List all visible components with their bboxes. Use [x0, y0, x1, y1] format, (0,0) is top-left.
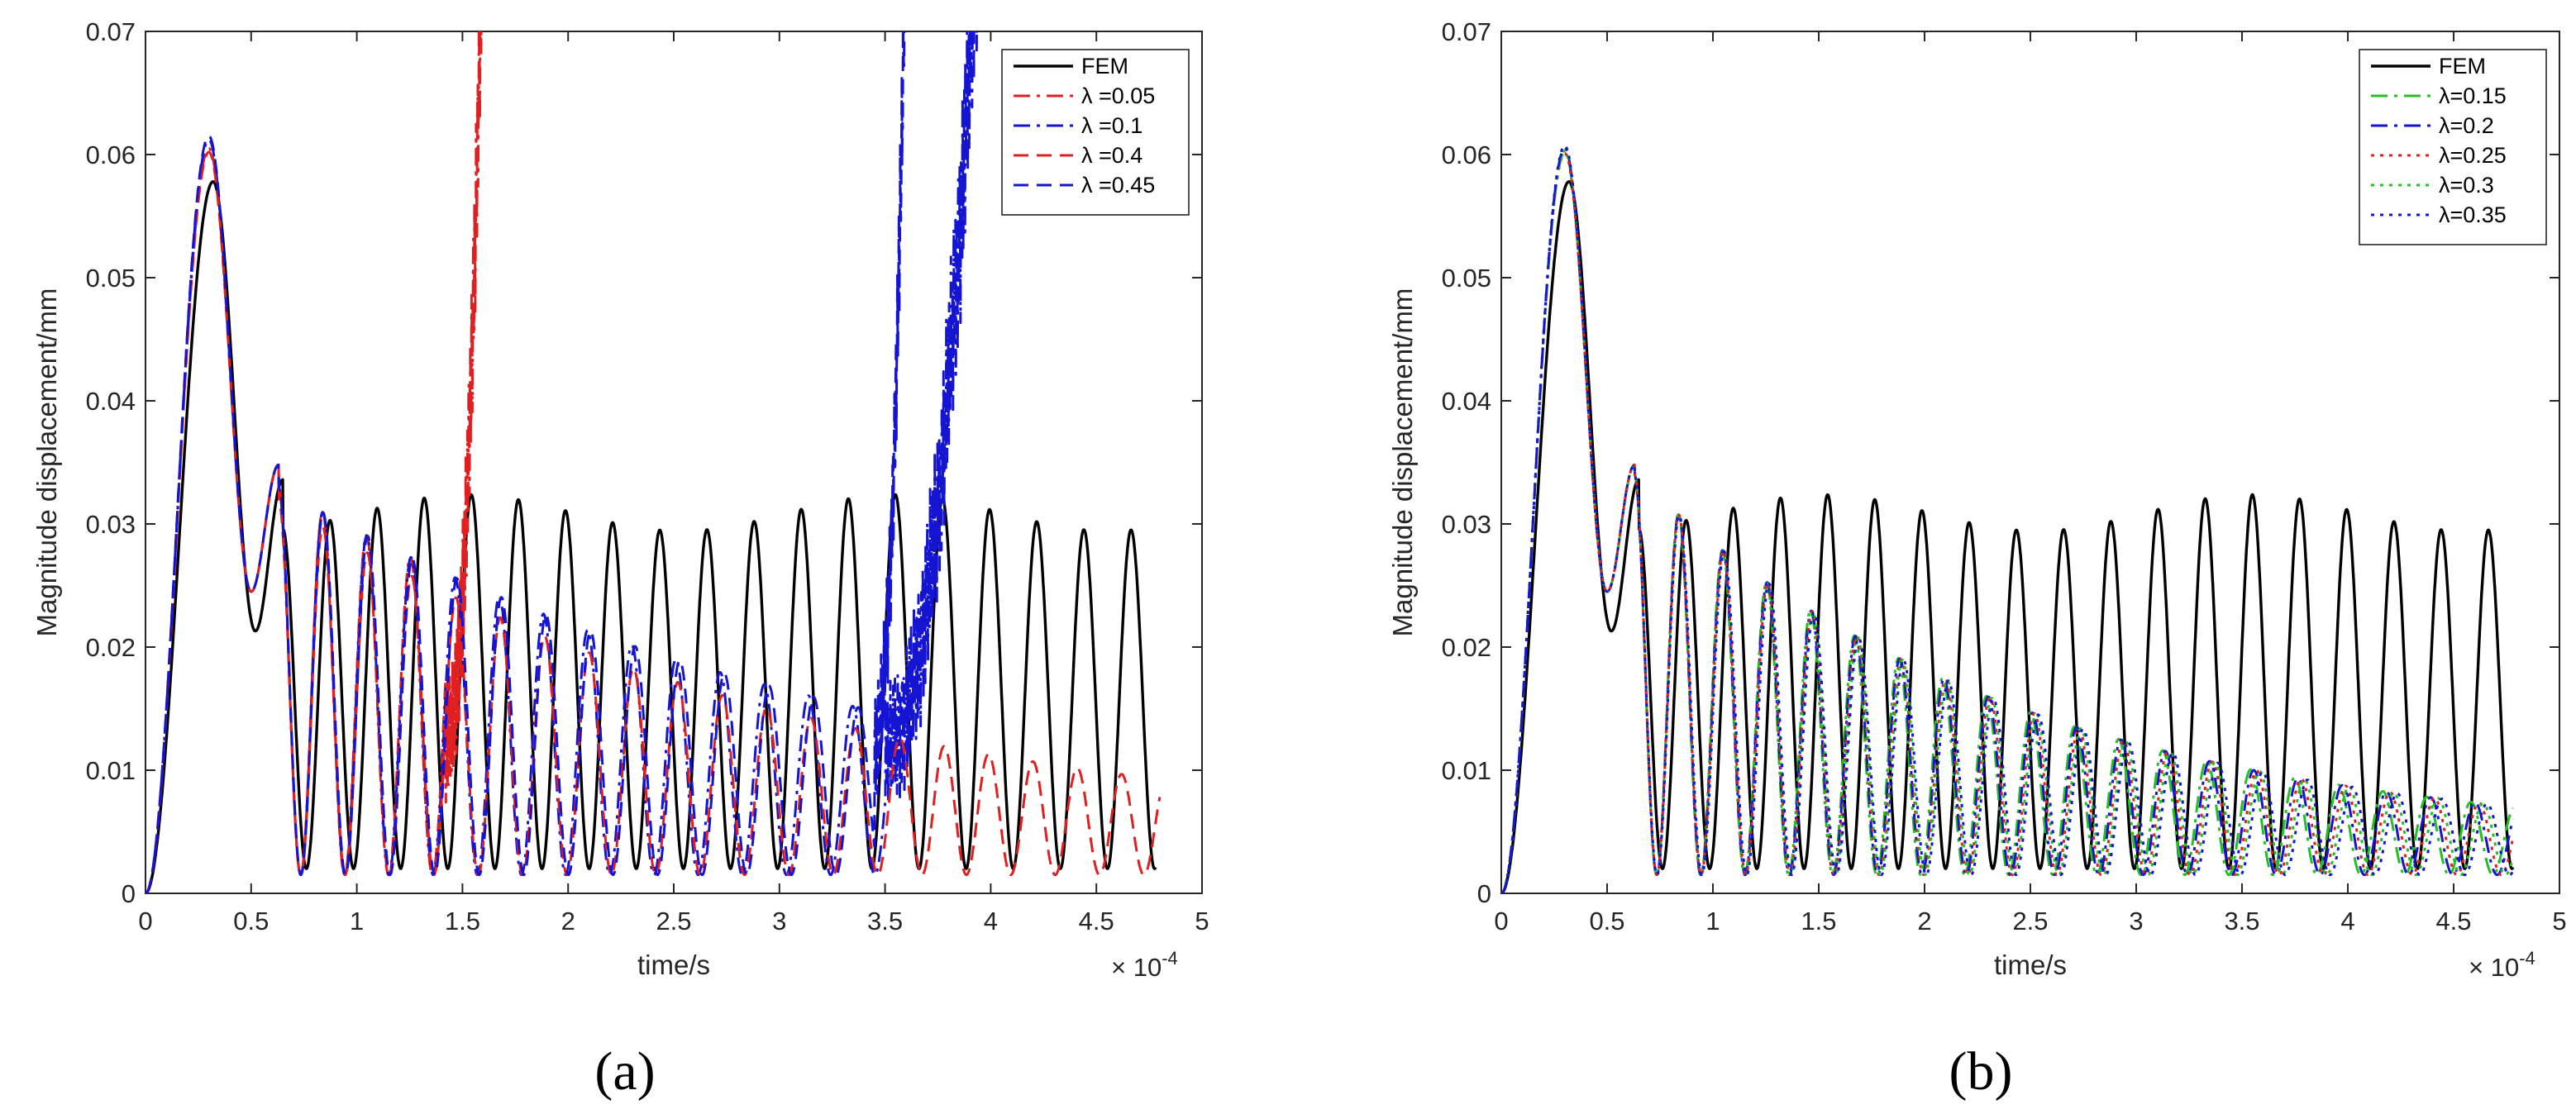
y-tick-label: 0.07: [1442, 17, 1491, 46]
legend-entry: FEM: [1081, 54, 1128, 79]
series-line--0-25: [1501, 152, 2515, 893]
series-group: [1501, 145, 2515, 893]
legend-entry: λ=0.35: [2439, 202, 2507, 227]
x-tick-label: 1: [1705, 907, 1720, 935]
y-tick-label: 0.03: [86, 510, 136, 539]
y-tick-label: 0.04: [86, 387, 136, 416]
series-group: [145, 31, 1162, 893]
y-tick-label: 0.05: [86, 264, 136, 293]
x-tick-label: 3.5: [867, 907, 903, 935]
legend-entry: FEM: [2439, 54, 2486, 79]
x-tick-label: 0.5: [233, 907, 269, 935]
series-line-fem: [1501, 180, 2515, 893]
legend-entry: λ =0.45: [1081, 173, 1155, 198]
series-line-fem: [145, 180, 1157, 893]
x-tick-label: 2.5: [656, 907, 691, 935]
series-line--0-2: [1501, 147, 2515, 893]
y-tick-label: 0.03: [1442, 510, 1491, 539]
series-line--0-45: [145, 31, 906, 893]
x-tick-label: 5: [1195, 907, 1209, 935]
x-tick-label: 0: [1494, 907, 1508, 935]
legend-entry: λ =0.05: [1081, 83, 1155, 108]
y-tick-label: 0.05: [1442, 264, 1491, 293]
x-tick-label: 4.5: [1079, 907, 1114, 935]
x-axis-label: time/s: [637, 950, 710, 980]
panel-caption: (a): [594, 1041, 655, 1102]
panel-caption: (b): [1949, 1041, 2013, 1102]
x-tick-label: 3.5: [2224, 907, 2259, 935]
panel-b: 0 0.5 1 1.5 2 2.5 3 3.5 4 4.5 5 0 0.01 0.02 0.03 0.04 0.…: [1387, 17, 2567, 1102]
y-axis-label: Magnitude displacement/mm: [31, 288, 62, 637]
x-tick-label: 2: [1917, 907, 1931, 935]
x-tick-label: 1.5: [1801, 907, 1836, 935]
legend-entry: λ=0.15: [2439, 83, 2507, 108]
legend-box: [1001, 49, 1190, 216]
x-tick-label: 2.5: [2012, 907, 2048, 935]
y-tick-label: 0: [122, 879, 136, 908]
y-tick-label: 0: [1477, 879, 1491, 908]
y-tick-label: 0.01: [86, 756, 136, 785]
panel-a: 0 0.5 1 1.5 2 2.5 3 3.5 4 4.5 5 0 0.01 0.02 0.03 0.04 0.…: [31, 17, 1209, 1102]
x-exponent-label: × 10-4: [2469, 948, 2535, 982]
y-tick-label: 0.01: [1442, 756, 1491, 785]
series-line--0-35: [1501, 145, 2515, 893]
x-tick-label: 5: [2552, 907, 2566, 935]
legend-entry: λ =0.4: [1081, 143, 1143, 168]
x-tick-label: 4: [984, 907, 998, 935]
x-tick-label: 3: [772, 907, 786, 935]
y-tick-label: 0.07: [86, 17, 136, 46]
y-tick-label: 0.06: [86, 140, 136, 169]
legend-entry: λ=0.25: [2439, 143, 2507, 168]
x-tick-label: 1.5: [445, 907, 480, 935]
series-line--0-4: [145, 150, 1162, 893]
y-tick-label: 0.02: [86, 633, 136, 662]
y-tick-label: 0.06: [1442, 140, 1491, 169]
x-tick-label: 4.5: [2435, 907, 2471, 935]
x-tick-label: 0.5: [1589, 907, 1624, 935]
x-exponent-label: × 10-4: [1111, 948, 1178, 982]
x-tick-label: 1: [350, 907, 364, 935]
legend-entry: λ=0.2: [2439, 113, 2494, 138]
legend-entry: λ=0.3: [2439, 173, 2494, 198]
legend-box: [2359, 49, 2547, 245]
x-tick-label: 0: [138, 907, 152, 935]
x-axis-label: time/s: [1994, 950, 2067, 980]
y-tick-label: 0.02: [1442, 633, 1491, 662]
x-tick-label: 4: [2340, 907, 2354, 935]
x-tick-label: 2: [561, 907, 575, 935]
x-tick-label: 3: [2129, 907, 2143, 935]
y-axis-label: Magnitude displacement/mm: [1387, 288, 1418, 637]
y-tick-label: 0.04: [1442, 387, 1491, 416]
legend-entry: λ =0.1: [1081, 113, 1143, 138]
